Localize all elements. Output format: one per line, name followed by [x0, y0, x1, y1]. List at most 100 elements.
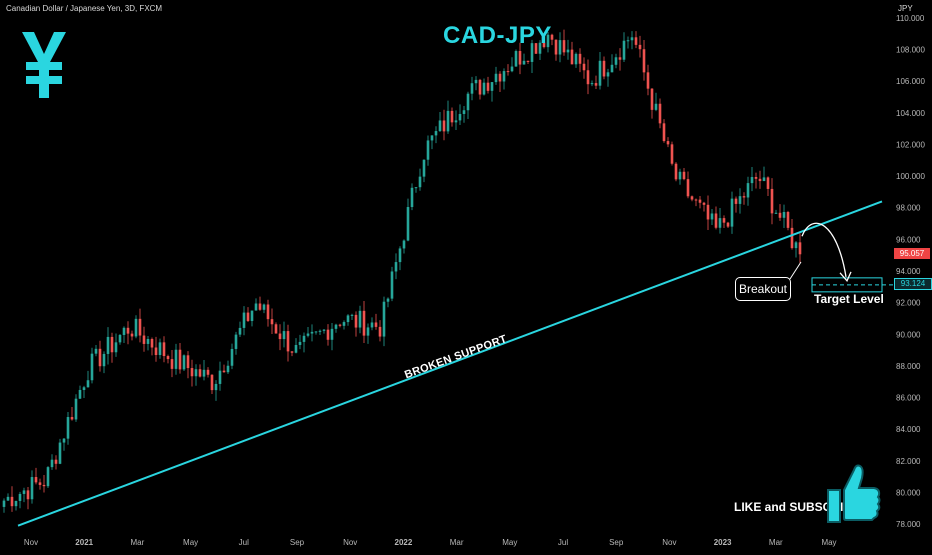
candle-body — [382, 301, 386, 337]
candle-body — [514, 51, 518, 67]
candle-body — [598, 60, 602, 86]
y-tick-label: 104.000 — [896, 109, 925, 118]
x-tick-label: Sep — [290, 538, 305, 547]
candle-body — [66, 417, 70, 439]
x-tick-label: 2023 — [714, 538, 732, 547]
candle-body — [646, 72, 650, 89]
candle-body — [78, 389, 82, 399]
candle-body — [614, 57, 618, 65]
candle-body — [406, 207, 410, 241]
x-tick-label: Mar — [131, 538, 145, 547]
x-tick-label: May — [502, 538, 517, 547]
candle-body — [478, 79, 482, 95]
candle-body — [442, 120, 446, 132]
candle-body — [282, 331, 286, 340]
candle-body — [354, 314, 358, 328]
ticker-title: CAD-JPY — [443, 22, 552, 49]
y-tick-label: 96.000 — [896, 235, 921, 244]
candle-body — [642, 49, 646, 73]
projection-arrow-head — [839, 271, 852, 283]
x-tick-label: May — [821, 538, 836, 547]
candle-body — [530, 43, 534, 62]
x-axis: Nov 2021 Mar May Jul Sep Nov 2022 Mar May Jul Sep No… — [24, 538, 837, 547]
candle-body — [226, 365, 230, 373]
candle-body — [198, 369, 202, 377]
breakout-callout: Breakout — [735, 277, 791, 301]
candle-body — [662, 123, 666, 142]
candle-body — [326, 329, 330, 340]
candle-body — [98, 348, 102, 367]
candle-body — [258, 303, 262, 310]
candle-body — [218, 370, 222, 384]
candle-body — [542, 42, 546, 48]
candle-body — [402, 240, 406, 249]
candle-body — [502, 71, 506, 82]
candle-body — [554, 39, 558, 55]
candle-body — [86, 380, 90, 388]
candle-body — [606, 72, 610, 77]
candle-body — [62, 438, 66, 443]
candle-body — [602, 60, 606, 77]
candle-body — [482, 82, 486, 95]
candle-body — [142, 335, 146, 344]
candle-body — [498, 73, 502, 82]
candle-body — [194, 369, 198, 377]
candle-body — [246, 312, 250, 321]
candle-body — [738, 196, 742, 204]
candle-body — [474, 79, 478, 84]
price-axis-unit: JPY — [898, 4, 913, 13]
candle-body — [414, 187, 418, 189]
y-tick-label: 108.000 — [896, 46, 925, 55]
y-tick-label: 102.000 — [896, 140, 925, 149]
candle-body — [242, 312, 246, 328]
candle-body — [434, 131, 438, 136]
candle-body — [154, 347, 158, 356]
candle-body — [162, 342, 166, 357]
yen-icon — [22, 32, 66, 98]
candle-body — [486, 82, 490, 91]
candle-body — [290, 351, 294, 353]
candle-body — [266, 304, 270, 320]
candle-body — [586, 70, 590, 85]
candle-body — [10, 496, 14, 507]
candle-body — [566, 49, 570, 53]
candle-body — [770, 188, 774, 214]
candle-body — [366, 327, 370, 336]
x-tick-label: Mar — [769, 538, 783, 547]
candle-body — [190, 368, 194, 377]
x-tick-label: May — [183, 538, 198, 547]
candle-body — [394, 262, 398, 272]
candle-body — [278, 333, 282, 340]
candle-body — [210, 374, 214, 391]
candle-body — [754, 177, 758, 179]
candle-body — [666, 141, 670, 145]
candle-body — [318, 330, 322, 332]
candle-body — [466, 93, 470, 111]
candle-body — [370, 322, 374, 328]
candle-body — [50, 459, 54, 468]
candle-body — [410, 187, 414, 208]
candle-body — [22, 490, 26, 494]
candle-body — [322, 329, 326, 331]
y-tick-label: 110.000 — [896, 14, 925, 23]
candle-body — [166, 356, 170, 360]
x-tick-label: Mar — [450, 538, 464, 547]
candle-body — [730, 198, 734, 227]
candle-body — [522, 60, 526, 65]
x-tick-label: Jul — [558, 538, 568, 547]
candle-body — [294, 344, 298, 353]
candle-body — [710, 213, 714, 220]
candle-body — [782, 212, 786, 218]
candle-body — [546, 34, 550, 48]
candle-body — [746, 183, 750, 198]
candle-body — [174, 349, 178, 369]
candle-body — [702, 202, 706, 205]
candle-body — [762, 177, 766, 182]
candle-body — [150, 339, 154, 348]
candle-body — [202, 369, 206, 377]
candle-body — [186, 355, 190, 369]
candle-body — [54, 459, 58, 464]
candle-body — [274, 324, 278, 334]
last-price-tag: 95.057 — [894, 248, 930, 259]
candle-body — [610, 64, 614, 73]
